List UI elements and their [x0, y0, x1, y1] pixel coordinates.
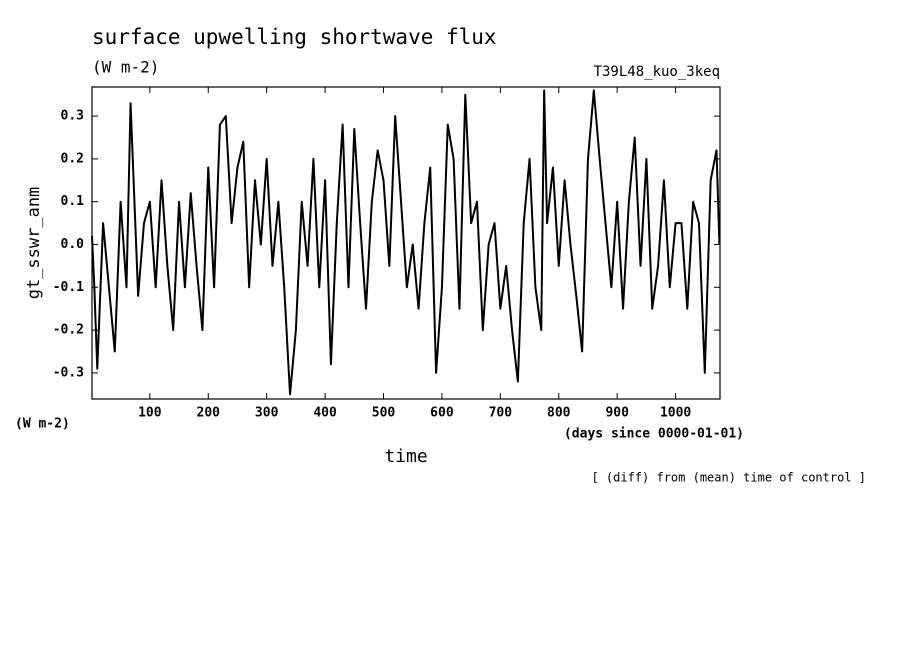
x-tick-label: 100 — [138, 406, 162, 421]
y-unit: (W m-2) — [15, 417, 70, 432]
y-tick-label: -0.3 — [53, 365, 84, 380]
x-unit: (days since 0000-01-01) — [564, 427, 744, 442]
y-tick-label: -0.2 — [53, 323, 84, 338]
x-axis-label: time — [384, 446, 427, 467]
x-tick-label: 200 — [197, 406, 221, 421]
x-tick-label: 500 — [372, 406, 396, 421]
chart-title: surface upwelling shortwave flux — [92, 25, 497, 49]
y-tick-label: 0.3 — [61, 109, 84, 124]
x-tick-label: 400 — [313, 406, 337, 421]
x-tick-label: 700 — [489, 406, 513, 421]
y-axis-label: gt_sswr_anm — [24, 187, 44, 300]
x-tick-label: 800 — [547, 406, 571, 421]
chart-subtitle: (W m-2) — [92, 58, 159, 77]
y-tick-label: 0.0 — [61, 237, 85, 252]
y-tick-label: 0.2 — [61, 151, 84, 166]
run-name: T39L48_kuo_3keq — [594, 64, 720, 80]
y-tick-label: 0.1 — [61, 194, 85, 209]
note: [ (diff) from (mean) time of control ] — [591, 471, 866, 485]
x-tick-label: 1000 — [660, 406, 691, 421]
data-line — [91, 89, 721, 396]
x-tick-label: 300 — [255, 406, 279, 421]
x-tick-label: 600 — [430, 406, 454, 421]
x-tick-label: 900 — [605, 406, 629, 421]
y-tick-label: -0.1 — [53, 280, 84, 295]
